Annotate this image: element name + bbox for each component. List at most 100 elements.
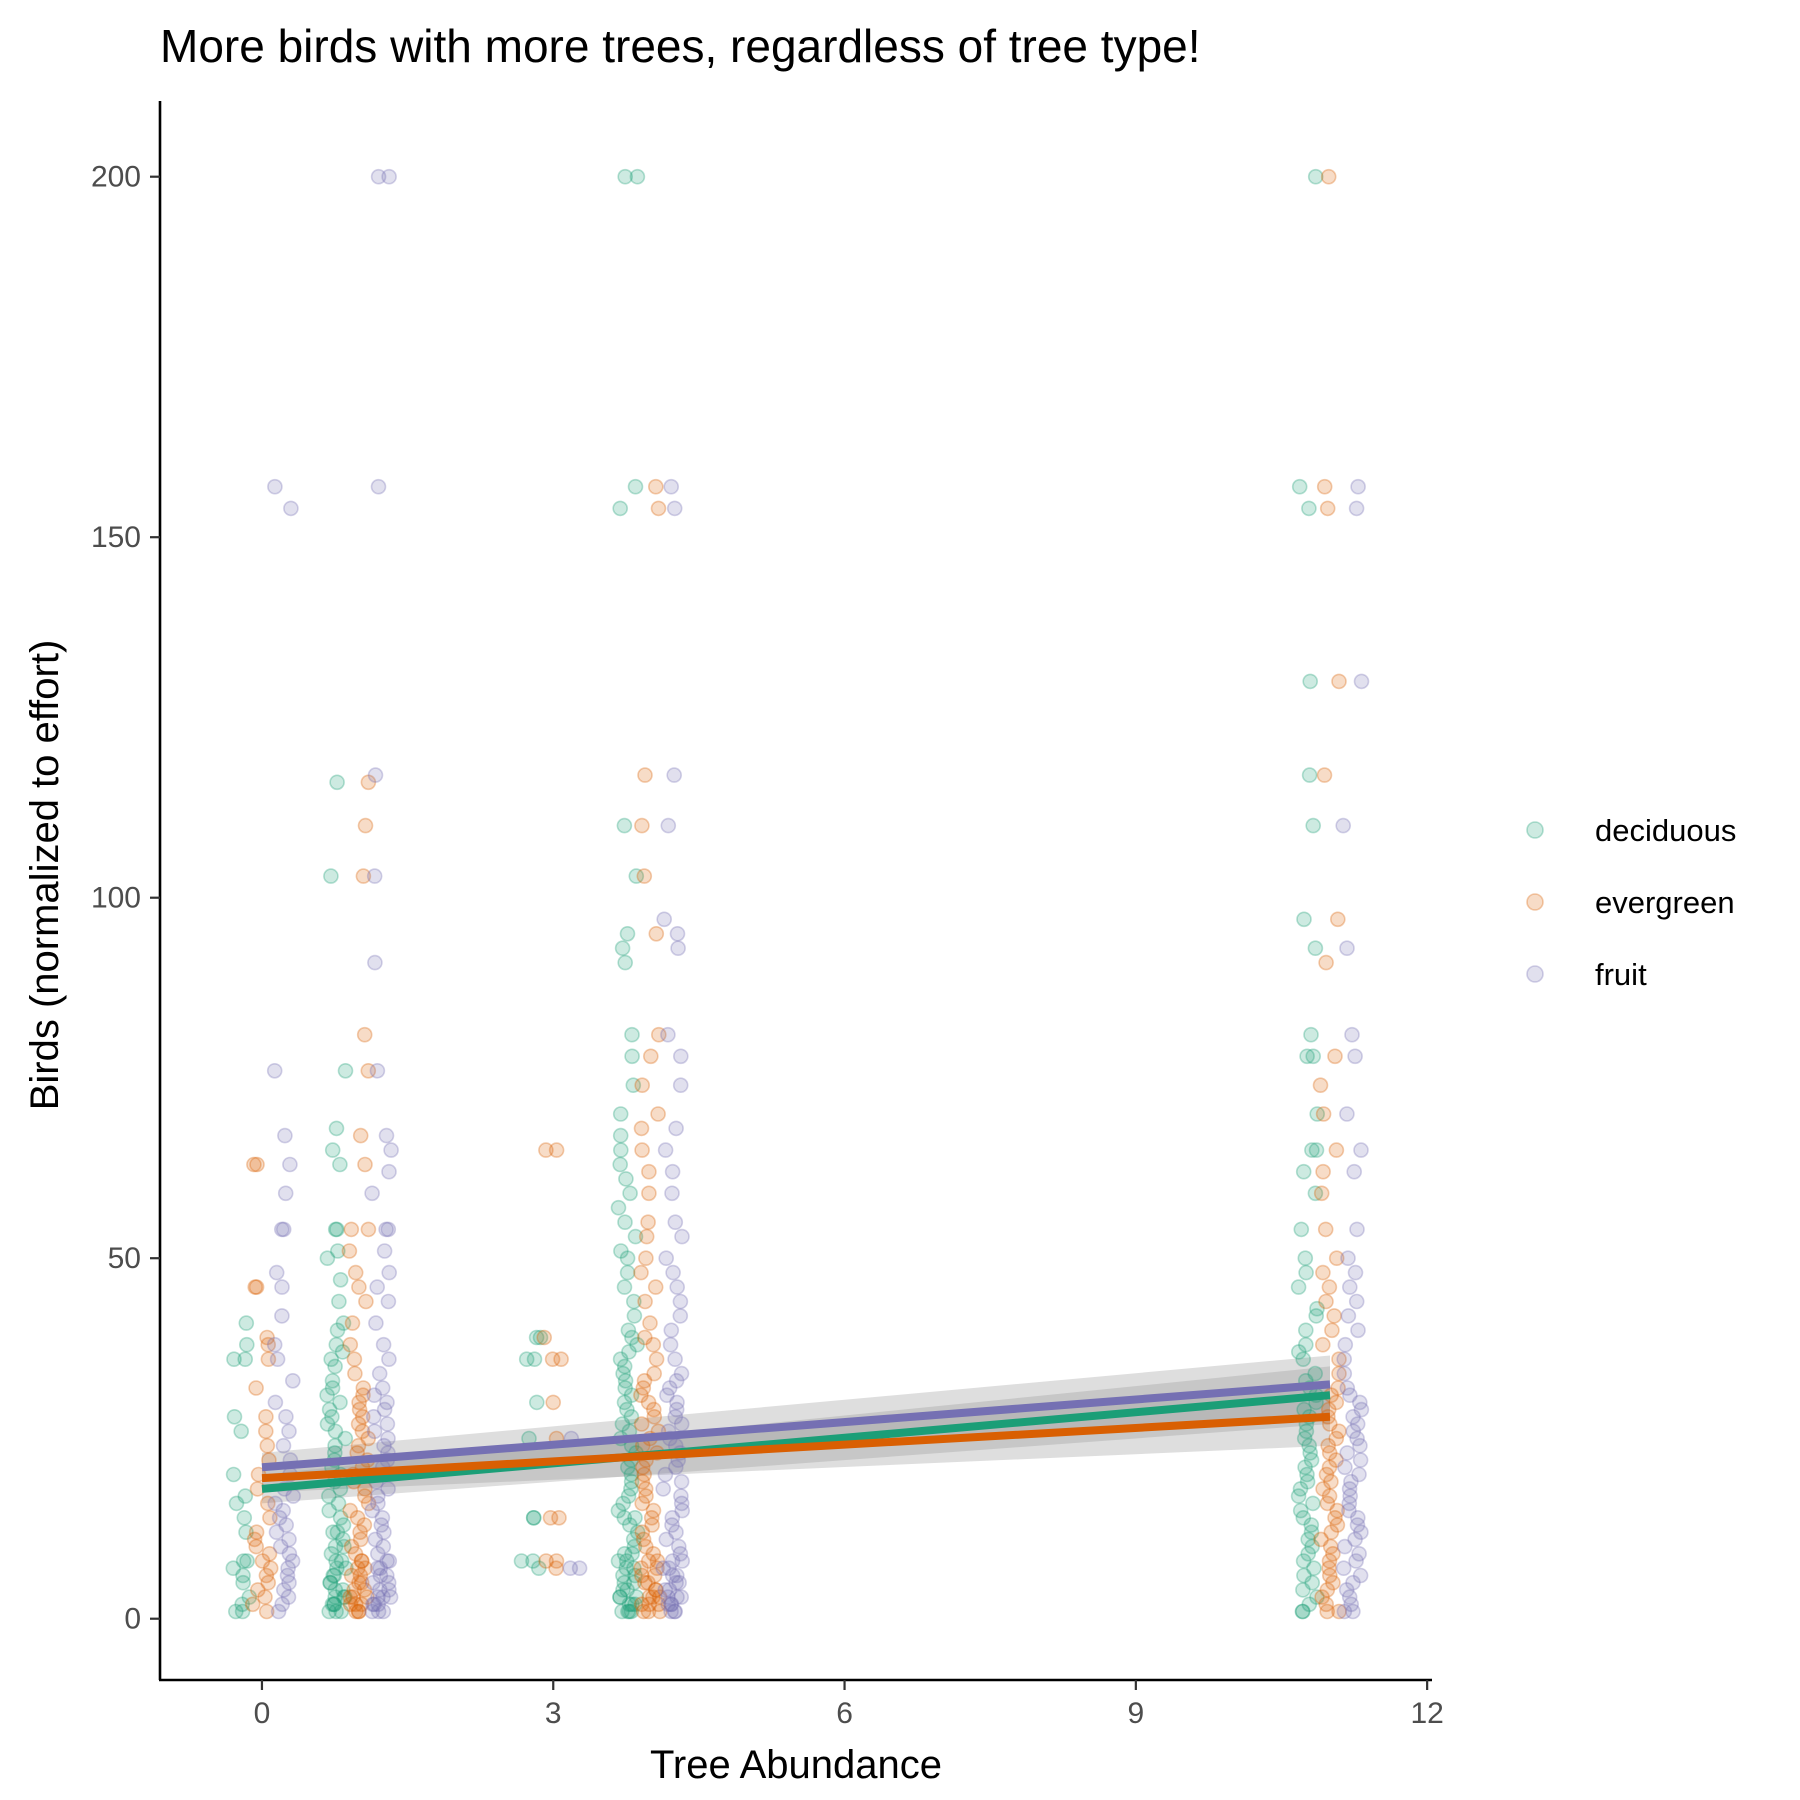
data-point-evergreen [637, 1538, 654, 1555]
data-point-evergreen [644, 1517, 660, 1533]
data-point-deciduous [623, 1473, 640, 1490]
data-point-evergreen [248, 1279, 265, 1295]
data-point-evergreen [1321, 1560, 1337, 1576]
data-point-evergreen [1324, 1322, 1340, 1339]
data-point-deciduous [528, 1394, 545, 1411]
data-point-fruit [381, 1264, 398, 1281]
data-point-deciduous [332, 1394, 348, 1411]
data-point-fruit [1335, 817, 1351, 834]
data-point-deciduous [327, 1582, 344, 1598]
data-point-evergreen [246, 1156, 262, 1173]
data-point-fruit [277, 1127, 293, 1144]
trend-line-deciduous [261, 1391, 1331, 1493]
data-point-fruit [266, 1336, 283, 1353]
data-point-deciduous [328, 1120, 345, 1137]
data-point-deciduous [1295, 1582, 1311, 1598]
data-point-evergreen [542, 1510, 559, 1526]
data-point-deciduous [1293, 1221, 1310, 1238]
data-point-deciduous [1298, 1322, 1314, 1339]
data-point-deciduous [1297, 1459, 1313, 1476]
data-point-fruit [274, 1596, 291, 1613]
data-point-fruit [376, 1401, 393, 1418]
data-point-evergreen [642, 1315, 658, 1331]
data-point-fruit [1349, 1221, 1365, 1238]
data-point-fruit [672, 1308, 689, 1324]
data-point-evergreen [350, 1416, 367, 1432]
data-point-evergreen [353, 1574, 370, 1591]
data-point-evergreen [636, 868, 653, 884]
legend-key-fruit [1526, 965, 1544, 983]
data-point-deciduous [627, 1567, 643, 1584]
data-point-evergreen [1328, 1250, 1345, 1266]
data-point-fruit [671, 1574, 687, 1591]
data-point-evergreen [634, 1495, 651, 1512]
data-point-deciduous [319, 1250, 336, 1266]
data-point-deciduous [615, 1495, 632, 1512]
data-point-deciduous [234, 1596, 250, 1613]
data-point-fruit [284, 1553, 301, 1569]
data-point-fruit [369, 1560, 386, 1576]
data-point-evergreen [1321, 1488, 1338, 1504]
data-point-deciduous [228, 1603, 244, 1620]
data-point-evergreen [1331, 673, 1347, 690]
data-point-evergreen [553, 1351, 569, 1367]
data-point-fruit [369, 1063, 386, 1079]
data-point-evergreen [352, 1127, 369, 1144]
data-point-evergreen [538, 1553, 554, 1569]
data-point-evergreen [343, 1221, 360, 1238]
data-point-deciduous [1301, 767, 1318, 783]
data-point-deciduous [612, 1156, 629, 1173]
data-point-fruit [281, 1574, 297, 1591]
data-point-fruit [367, 954, 383, 971]
data-point-deciduous [617, 954, 634, 971]
data-point-deciduous [336, 1538, 352, 1555]
data-point-deciduous [235, 1553, 252, 1569]
data-point-evergreen [1314, 1589, 1330, 1605]
data-point-evergreen [638, 1228, 655, 1245]
data-point-deciduous [235, 1567, 251, 1584]
data-point-deciduous [610, 1199, 627, 1216]
data-point-evergreen [248, 1380, 264, 1396]
data-point-evergreen [1315, 1106, 1332, 1122]
data-point-fruit [1340, 1250, 1356, 1266]
data-point-fruit [275, 1502, 292, 1519]
data-point-deciduous [1309, 1300, 1325, 1317]
data-point-fruit [371, 1365, 388, 1382]
data-point-evergreen [352, 1567, 369, 1584]
data-point-fruit [1341, 1495, 1358, 1512]
data-point-deciduous [333, 1603, 350, 1620]
data-point-deciduous [329, 1221, 345, 1238]
data-point-deciduous [234, 1603, 251, 1620]
data-point-evergreen [346, 1582, 363, 1598]
data-point-fruit [658, 1250, 675, 1266]
data-point-fruit [370, 1589, 386, 1605]
data-point-deciduous [532, 1329, 549, 1346]
data-point-deciduous [626, 1538, 643, 1555]
data-point-deciduous [322, 1574, 338, 1591]
data-point-deciduous [324, 1373, 341, 1389]
data-point-deciduous [1307, 940, 1324, 957]
data-point-fruit [667, 1214, 684, 1230]
data-point-deciduous [331, 1293, 347, 1310]
data-point-evergreen [640, 1553, 657, 1569]
data-point-fruit [1341, 1502, 1357, 1519]
data-point-evergreen [351, 1279, 367, 1295]
data-point-deciduous [1302, 673, 1318, 690]
data-point-evergreen [352, 1531, 369, 1548]
data-point-evergreen [1328, 1394, 1345, 1411]
data-point-deciduous [335, 1517, 352, 1533]
data-point-fruit [365, 1596, 381, 1613]
data-point-fruit [381, 168, 397, 185]
data-point-deciduous [629, 168, 646, 185]
data-point-evergreen [249, 1156, 265, 1173]
data-point-fruit [664, 1567, 681, 1584]
data-point-fruit [268, 1524, 285, 1540]
data-point-fruit [1348, 1293, 1365, 1310]
data-point-deciduous [616, 1394, 633, 1411]
data-point-fruit [1339, 1106, 1355, 1122]
data-point-evergreen [351, 1394, 367, 1411]
data-point-evergreen [1315, 1336, 1331, 1353]
data-point-fruit [668, 1120, 684, 1137]
data-point-deciduous [614, 1416, 631, 1432]
data-point-evergreen [346, 1351, 363, 1367]
